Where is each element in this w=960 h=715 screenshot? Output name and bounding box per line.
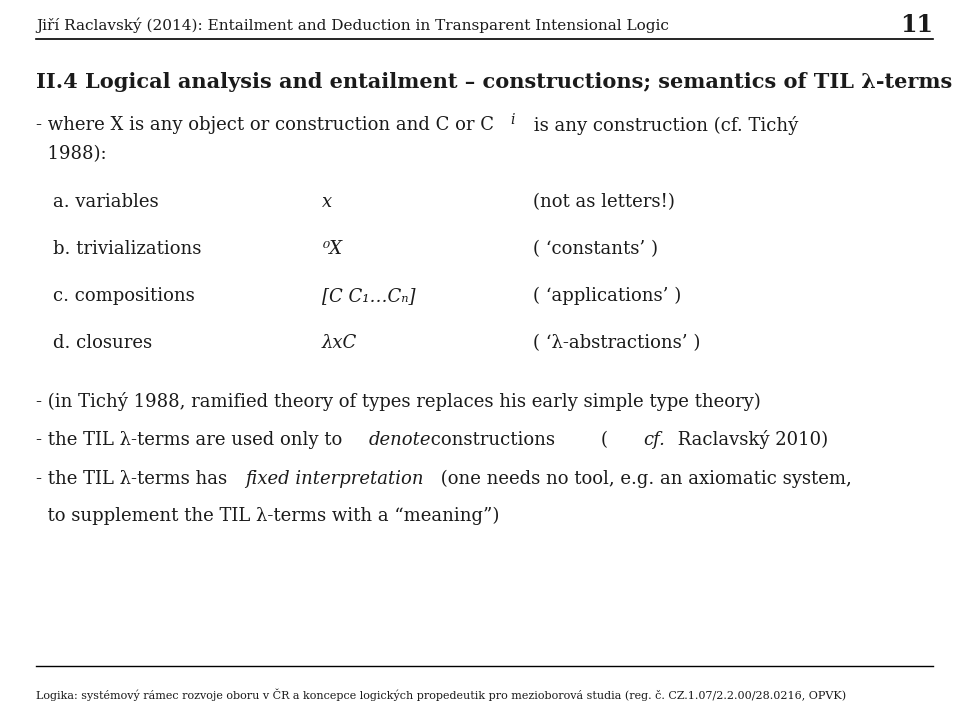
Text: ( ‘λ-abstractions’ ): ( ‘λ-abstractions’ ) [533,334,700,352]
Text: c. compositions: c. compositions [53,287,195,305]
Text: ⁰X: ⁰X [322,240,342,258]
Text: - the TIL λ-terms are used only to: - the TIL λ-terms are used only to [36,430,348,449]
Text: is any construction (cf. Tichý: is any construction (cf. Tichý [528,116,798,134]
Text: - the TIL λ-terms has: - the TIL λ-terms has [36,470,233,488]
Text: (one needs no tool, e.g. an axiomatic system,: (one needs no tool, e.g. an axiomatic sy… [435,470,852,488]
Text: i: i [511,113,516,127]
Text: λxC: λxC [322,334,357,352]
Text: b. trivializations: b. trivializations [53,240,202,258]
Text: Raclavský 2010): Raclavský 2010) [672,430,828,449]
Text: 11: 11 [900,13,933,37]
Text: 1988):: 1988): [36,144,108,163]
Text: - (in Tichý 1988, ramified theory of types replaces his early simple type theory: - (in Tichý 1988, ramified theory of typ… [36,393,761,411]
Text: [C C₁…Cₙ]: [C C₁…Cₙ] [322,287,415,305]
Text: ( ‘constants’ ): ( ‘constants’ ) [533,240,658,258]
Text: x: x [322,192,332,211]
Text: a. variables: a. variables [53,192,158,211]
Text: ( ‘applications’ ): ( ‘applications’ ) [533,287,681,305]
Text: cf.: cf. [643,430,665,449]
Text: d. closures: d. closures [53,334,152,352]
Text: Logika: systémový rámec rozvoje oboru v ČR a koncepce logických propedeutik pro : Logika: systémový rámec rozvoje oboru v … [36,689,847,701]
Text: fixed interpretation: fixed interpretation [245,470,423,488]
Text: constructions        (: constructions ( [425,430,609,449]
Text: - where X is any object or construction and C or C: - where X is any object or construction … [36,116,494,134]
Text: II.4 Logical analysis and entailment – constructions; semantics of TIL λ-terms: II.4 Logical analysis and entailment – c… [36,72,952,92]
Text: to supplement the TIL λ-terms with a “meaning”): to supplement the TIL λ-terms with a “me… [36,507,500,526]
Text: Jiří Raclavský (2014): Entailment and Deduction in Transparent Intensional Logic: Jiří Raclavský (2014): Entailment and De… [36,17,669,33]
Text: (not as letters!): (not as letters!) [533,192,675,211]
Text: denote: denote [369,430,431,449]
